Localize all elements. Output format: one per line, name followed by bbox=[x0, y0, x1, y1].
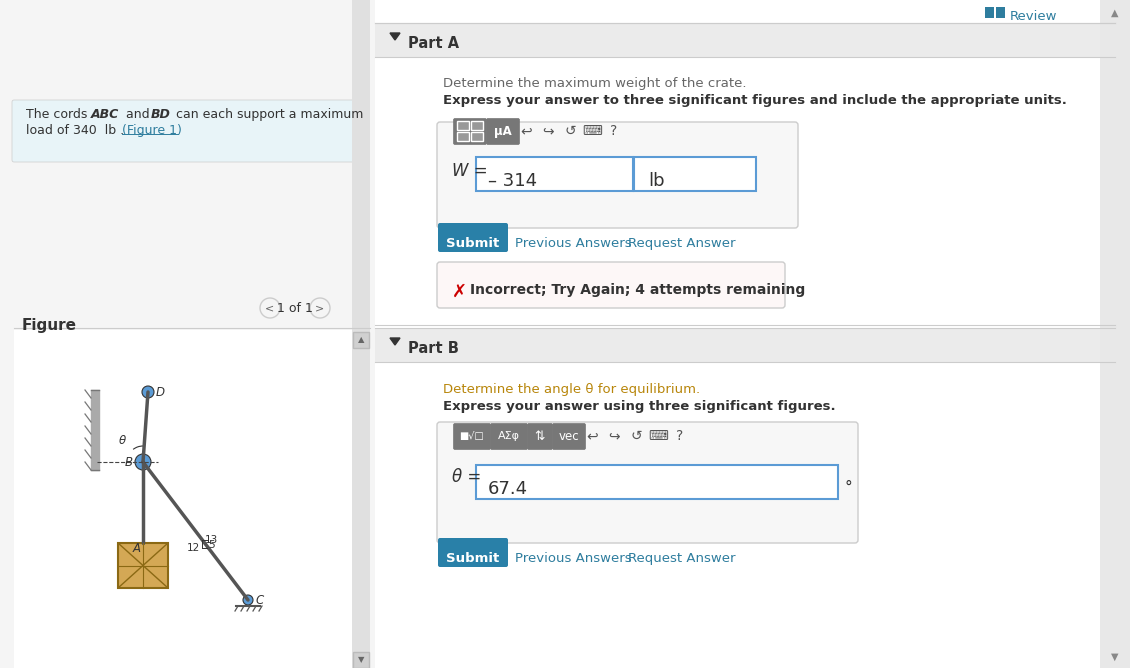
FancyBboxPatch shape bbox=[353, 0, 370, 668]
Text: ▲: ▲ bbox=[1111, 8, 1119, 18]
Text: lb: lb bbox=[647, 172, 664, 190]
FancyBboxPatch shape bbox=[12, 100, 368, 162]
FancyBboxPatch shape bbox=[118, 543, 168, 588]
Text: Determine the angle θ for equilibrium.: Determine the angle θ for equilibrium. bbox=[443, 383, 701, 396]
Polygon shape bbox=[390, 338, 400, 345]
Text: ↩: ↩ bbox=[520, 124, 532, 138]
Text: ✗: ✗ bbox=[452, 283, 467, 301]
FancyBboxPatch shape bbox=[375, 0, 1130, 668]
Text: can each support a maximum: can each support a maximum bbox=[172, 108, 364, 121]
FancyBboxPatch shape bbox=[487, 118, 520, 144]
Text: ▼: ▼ bbox=[358, 655, 364, 665]
Text: BD: BD bbox=[151, 108, 171, 121]
FancyBboxPatch shape bbox=[457, 121, 469, 130]
Text: ↪: ↪ bbox=[542, 124, 554, 138]
FancyBboxPatch shape bbox=[375, 23, 1115, 57]
Text: D: D bbox=[156, 385, 165, 399]
Text: W =: W = bbox=[452, 162, 488, 180]
Text: 13: 13 bbox=[205, 535, 218, 545]
FancyBboxPatch shape bbox=[471, 132, 483, 141]
FancyBboxPatch shape bbox=[437, 262, 785, 308]
Text: – 314: – 314 bbox=[488, 172, 537, 190]
Text: C: C bbox=[255, 593, 263, 607]
Text: ■√□: ■√□ bbox=[460, 431, 485, 441]
Text: Review: Review bbox=[1010, 10, 1058, 23]
Text: ?: ? bbox=[610, 124, 618, 138]
Text: 1 of 1: 1 of 1 bbox=[277, 301, 313, 315]
FancyBboxPatch shape bbox=[490, 424, 528, 450]
Text: Part B: Part B bbox=[408, 341, 459, 356]
Text: °: ° bbox=[844, 480, 852, 495]
Text: 12: 12 bbox=[186, 543, 200, 553]
Text: ↺: ↺ bbox=[631, 429, 642, 443]
Text: Request Answer: Request Answer bbox=[628, 237, 736, 250]
FancyBboxPatch shape bbox=[14, 330, 353, 668]
Text: The cords: The cords bbox=[26, 108, 92, 121]
Text: ▲: ▲ bbox=[358, 335, 364, 345]
FancyBboxPatch shape bbox=[353, 332, 370, 348]
FancyBboxPatch shape bbox=[476, 157, 633, 191]
Text: Express your answer using three significant figures.: Express your answer using three signific… bbox=[443, 400, 835, 413]
Text: Part A: Part A bbox=[408, 36, 459, 51]
FancyBboxPatch shape bbox=[453, 118, 487, 144]
Text: vec: vec bbox=[558, 430, 580, 442]
FancyBboxPatch shape bbox=[528, 424, 553, 450]
FancyBboxPatch shape bbox=[438, 538, 508, 567]
FancyBboxPatch shape bbox=[375, 328, 1115, 362]
Text: θ: θ bbox=[119, 434, 127, 447]
Text: ▼: ▼ bbox=[1111, 652, 1119, 662]
FancyBboxPatch shape bbox=[985, 7, 994, 18]
FancyBboxPatch shape bbox=[471, 121, 483, 130]
FancyBboxPatch shape bbox=[438, 223, 508, 252]
FancyBboxPatch shape bbox=[0, 0, 375, 668]
Text: Request Answer: Request Answer bbox=[628, 552, 736, 565]
FancyBboxPatch shape bbox=[634, 157, 756, 191]
Text: load of 340  lb .: load of 340 lb . bbox=[26, 124, 128, 137]
Text: ?: ? bbox=[677, 429, 684, 443]
FancyBboxPatch shape bbox=[457, 132, 469, 141]
FancyBboxPatch shape bbox=[553, 424, 585, 450]
Text: 5: 5 bbox=[208, 540, 215, 550]
FancyBboxPatch shape bbox=[1099, 0, 1130, 668]
Text: Figure: Figure bbox=[21, 318, 77, 333]
FancyBboxPatch shape bbox=[996, 7, 1005, 18]
FancyBboxPatch shape bbox=[437, 122, 798, 228]
Circle shape bbox=[134, 454, 151, 470]
Text: ΑΣφ: ΑΣφ bbox=[498, 431, 520, 441]
Text: ↺: ↺ bbox=[564, 124, 576, 138]
Text: ↪: ↪ bbox=[608, 429, 620, 443]
Text: Incorrect; Try Again; 4 attempts remaining: Incorrect; Try Again; 4 attempts remaini… bbox=[470, 283, 806, 297]
Text: 67.4: 67.4 bbox=[488, 480, 528, 498]
Polygon shape bbox=[390, 33, 400, 40]
Text: ABC: ABC bbox=[92, 108, 120, 121]
Text: Determine the maximum weight of the crate.: Determine the maximum weight of the crat… bbox=[443, 77, 747, 90]
Text: B: B bbox=[125, 456, 133, 468]
Text: μA: μA bbox=[494, 124, 512, 138]
FancyBboxPatch shape bbox=[476, 465, 838, 499]
Text: >: > bbox=[315, 303, 324, 313]
Text: ⌨: ⌨ bbox=[582, 124, 602, 138]
Text: and: and bbox=[122, 108, 154, 121]
Text: ⌨: ⌨ bbox=[647, 429, 668, 443]
Text: (Figure 1): (Figure 1) bbox=[122, 124, 182, 137]
Text: ↩: ↩ bbox=[586, 429, 598, 443]
Text: Express your answer to three significant figures and include the appropriate uni: Express your answer to three significant… bbox=[443, 94, 1067, 107]
Circle shape bbox=[142, 386, 154, 398]
Text: Submit: Submit bbox=[446, 552, 499, 565]
FancyBboxPatch shape bbox=[453, 424, 490, 450]
Circle shape bbox=[243, 595, 253, 605]
Text: <: < bbox=[266, 303, 275, 313]
Text: θ =: θ = bbox=[452, 468, 481, 486]
Text: ⇅: ⇅ bbox=[534, 430, 546, 442]
Text: A: A bbox=[133, 542, 141, 554]
FancyBboxPatch shape bbox=[353, 652, 370, 668]
Text: Previous Answers: Previous Answers bbox=[515, 237, 632, 250]
Text: Submit: Submit bbox=[446, 237, 499, 250]
FancyBboxPatch shape bbox=[437, 422, 858, 543]
Text: Previous Answers: Previous Answers bbox=[515, 552, 632, 565]
